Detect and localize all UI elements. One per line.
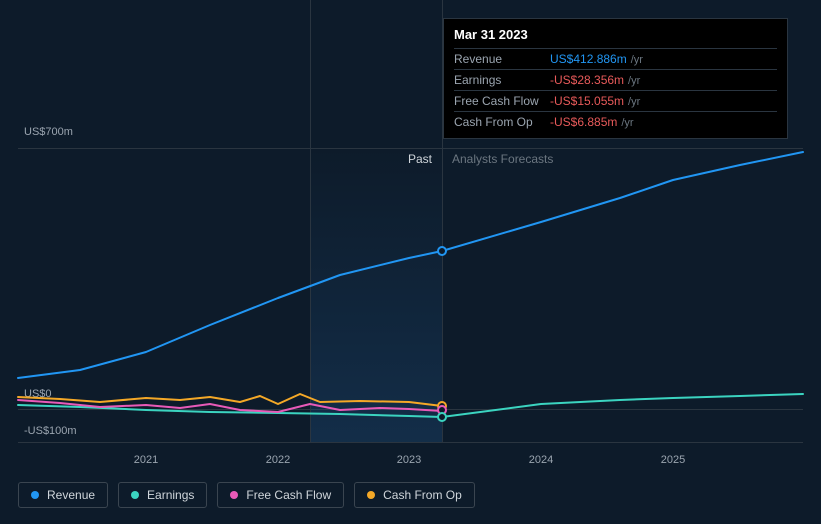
financial-chart: US$700m US$0 -US$100m Past Analysts Fore…	[0, 0, 821, 524]
tooltip-row: Earnings-US$28.356m/yr	[454, 69, 777, 90]
series-line-revenue	[18, 152, 803, 378]
legend-item-earnings[interactable]: Earnings	[118, 482, 207, 508]
tooltip-unit: /yr	[631, 54, 643, 66]
marker-dot-revenue	[437, 246, 447, 256]
tooltip-value: US$412.886m	[550, 52, 627, 66]
legend-item-cfo[interactable]: Cash From Op	[354, 482, 475, 508]
legend-dot-icon	[230, 491, 238, 499]
legend-label: Revenue	[47, 488, 95, 502]
tooltip-value: -US$28.356m	[550, 73, 624, 87]
tooltip-unit: /yr	[628, 75, 640, 87]
legend-label: Cash From Op	[383, 488, 462, 502]
legend-label: Earnings	[147, 488, 194, 502]
legend-dot-icon	[367, 491, 375, 499]
legend-dot-icon	[31, 491, 39, 499]
tooltip-row: Cash From Op-US$6.885m/yr	[454, 111, 777, 132]
marker-dot-earnings	[437, 412, 447, 422]
legend: Revenue Earnings Free Cash Flow Cash From O…	[18, 482, 475, 508]
tooltip-label: Revenue	[454, 52, 550, 66]
legend-label: Free Cash Flow	[246, 488, 331, 502]
tooltip-value: -US$6.885m	[550, 115, 617, 129]
tooltip-row: RevenueUS$412.886m/yr	[454, 48, 777, 69]
tooltip-label: Free Cash Flow	[454, 94, 550, 108]
tooltip-value: -US$15.055m	[550, 94, 624, 108]
tooltip: Mar 31 2023 RevenueUS$412.886m/yrEarning…	[443, 18, 788, 139]
tooltip-title: Mar 31 2023	[454, 27, 777, 42]
tooltip-row: Free Cash Flow-US$15.055m/yr	[454, 90, 777, 111]
legend-item-revenue[interactable]: Revenue	[18, 482, 108, 508]
tooltip-label: Earnings	[454, 73, 550, 87]
legend-item-fcf[interactable]: Free Cash Flow	[217, 482, 344, 508]
tooltip-label: Cash From Op	[454, 115, 550, 129]
legend-dot-icon	[131, 491, 139, 499]
tooltip-unit: /yr	[628, 96, 640, 108]
tooltip-unit: /yr	[621, 117, 633, 129]
